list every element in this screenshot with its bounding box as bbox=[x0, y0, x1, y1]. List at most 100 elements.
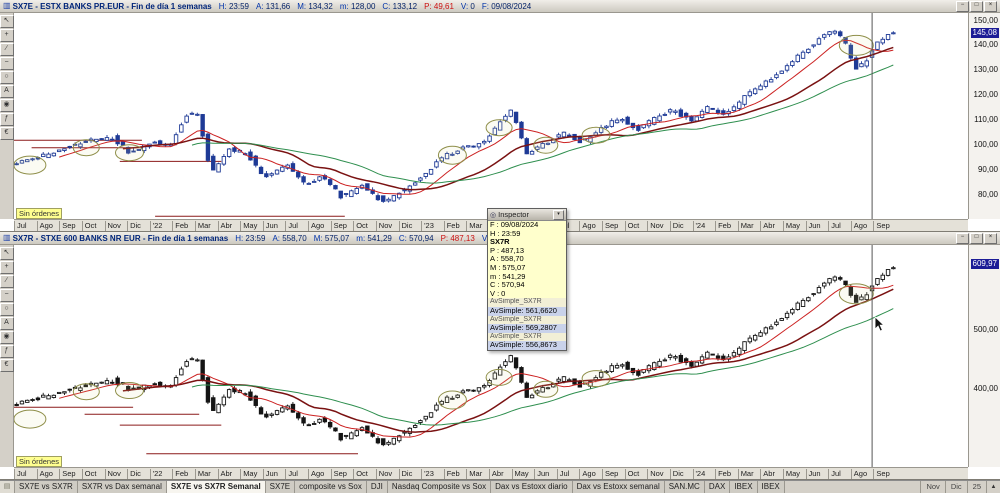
text-icon[interactable]: A bbox=[0, 85, 14, 98]
ellipse-annotation[interactable] bbox=[14, 409, 47, 429]
price-label: 100,00 bbox=[973, 140, 998, 150]
indicator-icon[interactable]: ƒ bbox=[0, 113, 14, 126]
minimize-button[interactable]: − bbox=[956, 0, 969, 12]
month-label: Feb bbox=[172, 221, 195, 231]
price-axis[interactable]: 500,00 400,00 609,97 bbox=[968, 245, 1000, 467]
minimize-button[interactable]: − bbox=[956, 232, 969, 244]
ellipse-annotation[interactable] bbox=[485, 368, 513, 386]
crosshair-icon[interactable]: + bbox=[0, 29, 14, 42]
inspector-row-label: m : bbox=[490, 272, 501, 281]
price-label: 120,00 bbox=[973, 90, 998, 100]
header-field-c: C: 133,12 bbox=[382, 1, 418, 11]
header-field-m: M: 575,07 bbox=[313, 233, 350, 243]
header-field-m: m: 541,29 bbox=[356, 233, 392, 243]
zoom-icon[interactable]: ◉ bbox=[0, 99, 14, 112]
chart-tab-sx7e-vs-sx7r-semanal[interactable]: SX7E vs SX7R Semanal bbox=[166, 481, 266, 493]
month-label: Nov bbox=[104, 221, 128, 231]
restore-button[interactable]: □ bbox=[970, 232, 983, 244]
ellipse-annotation[interactable] bbox=[838, 283, 874, 305]
ellipse-annotation[interactable] bbox=[437, 145, 467, 165]
pointer-icon[interactable]: ↖ bbox=[0, 15, 14, 28]
scroll-up-button[interactable]: ▲ bbox=[986, 481, 1000, 493]
indicator-icon[interactable]: ƒ bbox=[0, 345, 14, 358]
crosshair-icon[interactable]: + bbox=[0, 261, 14, 274]
chart-tab-nasdaq-composite-vs-sox[interactable]: Nasdaq Composite vs Sox bbox=[387, 481, 492, 493]
ellipse-annotation[interactable] bbox=[115, 144, 144, 162]
chart-tab-sx7e-vs-sx7r[interactable]: SX7E vs SX7R bbox=[15, 481, 78, 493]
tab-list-button[interactable]: ▤ bbox=[0, 481, 15, 493]
inspector-row-label: F : bbox=[490, 221, 499, 229]
order-icon[interactable]: € bbox=[0, 127, 14, 140]
chart-title: SX7R - STXE 600 BANKS NR EUR - Fin de dí… bbox=[12, 233, 229, 243]
moving-average-fast-line bbox=[59, 284, 894, 438]
window-buttons: − □ × bbox=[956, 0, 997, 12]
ellipse-icon[interactable]: ○ bbox=[0, 71, 14, 84]
chart-plot-area[interactable]: Sin órdenes bbox=[14, 13, 968, 220]
ellipse-annotation[interactable] bbox=[581, 370, 611, 388]
inspector-row-value: 561,6620 bbox=[525, 306, 557, 315]
restore-button[interactable]: □ bbox=[970, 0, 983, 12]
ellipse-icon[interactable]: ○ bbox=[0, 303, 14, 316]
ellipse-annotation[interactable] bbox=[533, 136, 559, 154]
inspector-window[interactable]: ◎ Inspector ▾ F :09/08/2024 H :23:59 SX7R P… bbox=[487, 208, 567, 351]
text-icon[interactable]: A bbox=[0, 317, 14, 330]
ellipse-annotation[interactable] bbox=[14, 155, 47, 175]
month-label: May bbox=[511, 469, 535, 479]
month-label: Feb bbox=[715, 469, 738, 479]
month-label: Feb bbox=[172, 469, 195, 479]
chart-tab-dax-vs-estoxx-diario[interactable]: Dax vs Estoxx diario bbox=[491, 481, 573, 493]
month-label: Ago bbox=[850, 221, 874, 231]
month-label: Sep bbox=[59, 469, 82, 479]
chart-tab-sx7e[interactable]: SX7E bbox=[265, 481, 296, 493]
ellipse-annotation[interactable] bbox=[533, 380, 559, 398]
inspector-row-value: 23:59 bbox=[501, 229, 521, 238]
inspector-row: AvSimple_SX7R bbox=[488, 332, 566, 342]
inspector-row: AvSimple: 569,2807 bbox=[488, 324, 566, 333]
header-field-v: V: 0 bbox=[460, 1, 475, 11]
close-button[interactable]: × bbox=[984, 0, 997, 12]
inspector-row: AvSimple: 561,6620 bbox=[488, 306, 566, 316]
ellipse-annotation[interactable] bbox=[437, 390, 467, 410]
month-label: Feb bbox=[715, 221, 738, 231]
chart-tab-ibex[interactable]: IBEX bbox=[757, 481, 785, 493]
chart-tab-dax-vs-estoxx-semanal[interactable]: Dax vs Estoxx semanal bbox=[572, 481, 665, 493]
inspector-row-value: 556,8673 bbox=[525, 341, 557, 350]
month-label: May bbox=[782, 469, 806, 479]
price-axis[interactable]: 150,00 140,00 130,00 120,00 110,00 100,00 90,0… bbox=[968, 13, 1000, 219]
close-button[interactable]: × bbox=[984, 232, 997, 244]
ellipse-annotation[interactable] bbox=[581, 126, 611, 144]
month-label: Jul bbox=[14, 469, 37, 479]
month-label: Sep bbox=[330, 221, 354, 231]
chart-tab-composite-vs-sox[interactable]: composite vs Sox bbox=[295, 481, 367, 493]
trendline-icon[interactable]: ∕ bbox=[0, 275, 14, 288]
order-icon[interactable]: € bbox=[0, 359, 14, 372]
chart-tab-ibex[interactable]: IBEX bbox=[730, 481, 758, 493]
chart-tab-san-mc[interactable]: SAN.MC bbox=[664, 481, 705, 493]
trendline-icon[interactable]: ∕ bbox=[0, 43, 14, 56]
axis-extra-label: 25 bbox=[966, 481, 986, 493]
inspector-menu-button[interactable]: ▾ bbox=[553, 209, 564, 220]
chart-tab-dji[interactable]: DJI bbox=[366, 481, 388, 493]
chart-tab-dax[interactable]: DAX bbox=[704, 481, 731, 493]
ellipse-annotation[interactable] bbox=[115, 382, 144, 399]
pointer-icon[interactable]: ↖ bbox=[0, 247, 14, 260]
chart-window-header[interactable]: ▥ SX7E - ESTX BANKS PR.EUR - Fin de día 1… bbox=[0, 0, 1000, 13]
month-label: Jun bbox=[805, 221, 829, 231]
zoom-icon[interactable]: ◉ bbox=[0, 331, 14, 344]
month-label: Abr bbox=[217, 469, 241, 479]
inspector-title-bar[interactable]: ◎ Inspector ▾ bbox=[488, 209, 566, 221]
ellipse-annotation[interactable] bbox=[72, 139, 100, 157]
inspector-row: m :541,29 bbox=[488, 273, 566, 282]
chart-panel-sx7r: ▥ SX7R - STXE 600 BANKS NR EUR - Fin de d… bbox=[0, 232, 1000, 480]
ellipse-annotation[interactable] bbox=[72, 383, 100, 401]
ellipse-annotation[interactable] bbox=[485, 119, 513, 137]
month-label: '24 bbox=[692, 469, 716, 479]
ellipse-annotation[interactable] bbox=[838, 34, 874, 56]
month-label: Jun bbox=[262, 469, 286, 479]
horizontal-line-icon[interactable]: − bbox=[0, 289, 14, 302]
chart-tab-sx7r-vs-dax-semanal[interactable]: SX7R vs Dax semanal bbox=[77, 481, 167, 493]
month-label: Mar bbox=[466, 221, 489, 231]
time-axis[interactable]: Jul Ago Sep Oct Nov Dic '22 Feb Mar Abr May Jun Jul A… bbox=[14, 467, 968, 479]
month-label: Sep bbox=[873, 469, 896, 479]
horizontal-line-icon[interactable]: − bbox=[0, 57, 14, 70]
